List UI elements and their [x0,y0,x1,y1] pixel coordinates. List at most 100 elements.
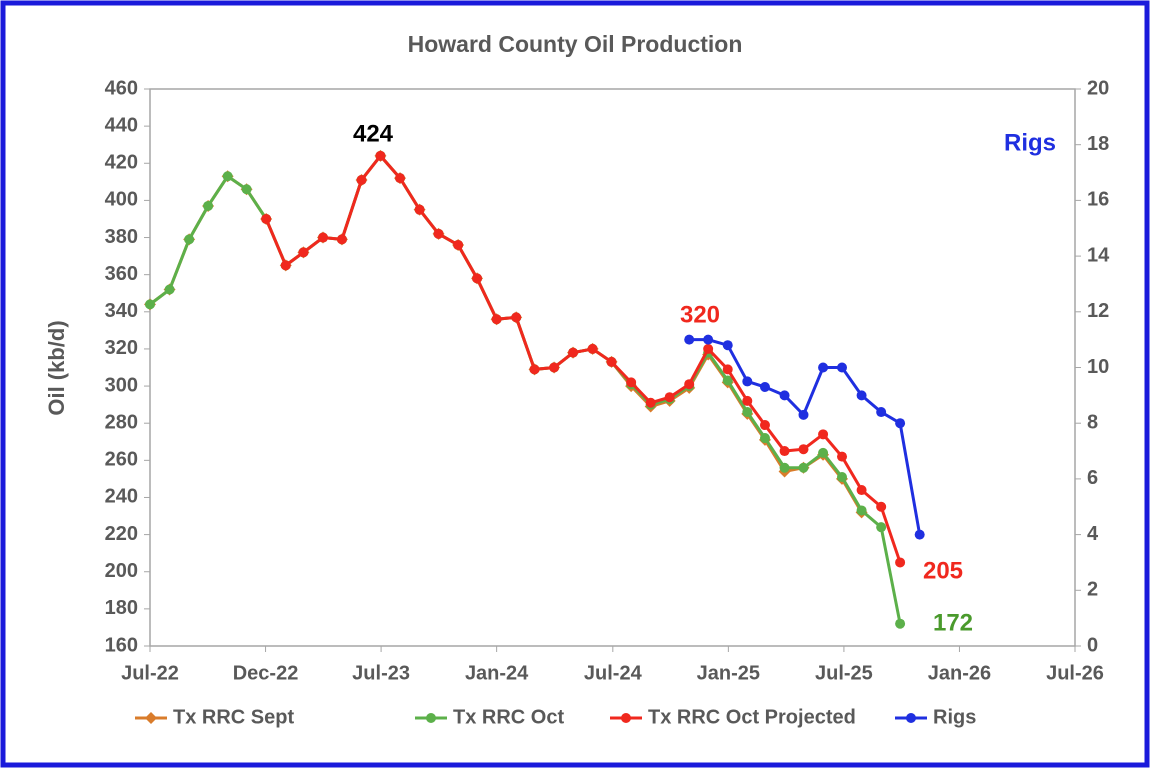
annotation: 172 [933,609,973,636]
annotation: 424 [353,120,394,147]
y-tick-label: 220 [105,523,138,545]
point [184,234,195,245]
point [779,446,790,457]
legend-marker [621,713,631,723]
point [798,444,809,455]
point [759,420,770,431]
y-axis-label: Oil (kb/d) [44,320,69,415]
x-tick-label: Jul-23 [352,662,410,684]
point [742,407,753,418]
point [222,171,233,182]
point [818,362,829,373]
y2-tick-label: 4 [1087,523,1099,545]
y2-tick-label: 12 [1087,300,1109,322]
legend-label: Rigs [933,706,976,728]
point [759,381,770,392]
point [298,247,309,258]
point [491,314,502,325]
point [684,379,695,390]
x-tick-label: Jul-26 [1046,662,1104,684]
point [722,340,733,351]
point [472,273,483,284]
point [241,184,252,195]
point [798,462,809,473]
y-tick-label: 360 [105,263,138,285]
point [722,364,733,375]
point [837,362,848,373]
y-tick-label: 300 [105,374,138,396]
point [568,347,579,358]
point [818,447,829,458]
point [876,407,887,418]
y-tick-label: 160 [105,634,138,656]
point [856,505,867,516]
point [876,522,887,533]
point [742,376,753,387]
x-tick-label: Jul-25 [815,662,873,684]
point [914,529,925,540]
point [856,485,867,496]
point [511,312,522,323]
point [759,433,770,444]
point [164,284,175,295]
legend-marker [906,713,916,723]
y-tick-label: 440 [105,114,138,136]
point [742,395,753,406]
y2-tick-label: 10 [1087,356,1109,378]
x-tick-label: Jan-24 [465,662,529,684]
point [779,390,790,401]
x-tick-label: Jul-22 [121,662,179,684]
series-line [264,153,902,563]
point [837,472,848,483]
legend-label: Tx RRC Oct Projected [648,706,856,728]
point [895,557,906,568]
point [433,228,444,239]
point [645,397,656,408]
x-tick-label: Jul-24 [584,662,643,684]
point [664,392,675,403]
point [703,343,714,354]
point [395,173,406,184]
y-tick-label: 340 [105,300,138,322]
point [818,429,829,440]
y-tick-label: 420 [105,152,138,174]
point [606,356,617,367]
y-tick-label: 200 [105,560,138,582]
y-tick-label: 260 [105,449,138,471]
point [356,174,367,185]
y-tick-label: 380 [105,226,138,248]
y-tick-label: 320 [105,337,138,359]
point [722,375,733,386]
point [895,618,906,629]
point [145,299,155,310]
x-tick-label: Jan-25 [697,662,760,684]
point [336,234,347,245]
point [375,150,386,161]
y-tick-label: 400 [105,189,138,211]
y2-tick-label: 2 [1087,579,1098,601]
point [549,362,560,373]
point [261,213,272,224]
x-tick-label: Jan-26 [928,662,991,684]
point [318,232,329,243]
point [280,260,291,271]
point [453,239,464,250]
annotation: 205 [923,557,963,584]
point [529,364,540,375]
y-tick-label: 240 [105,486,138,508]
point [203,200,214,211]
legend-label: Tx RRC Sept [173,706,294,728]
point [703,334,714,345]
annotation: Rigs [1004,129,1056,156]
y2-tick-label: 18 [1087,133,1109,155]
y2-tick-label: 6 [1087,467,1098,489]
point [626,377,637,388]
x-tick-label: Dec-22 [233,662,299,684]
y2-tick-label: 14 [1087,244,1110,266]
point [779,462,790,473]
y2-tick-label: 16 [1087,189,1109,211]
y2-tick-label: 8 [1087,411,1098,433]
